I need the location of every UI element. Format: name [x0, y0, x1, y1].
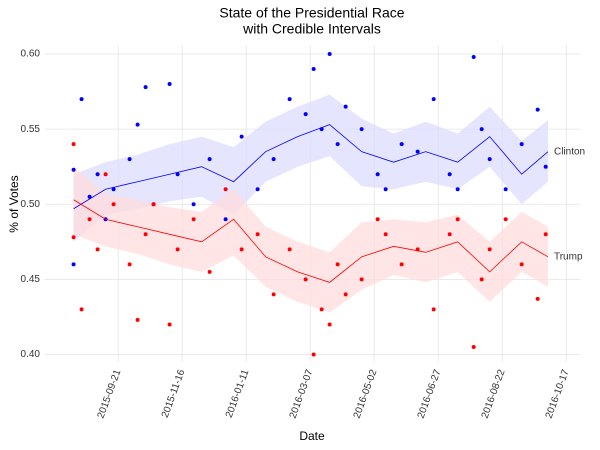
- point: [143, 85, 148, 90]
- point: [287, 97, 292, 102]
- point: [343, 104, 348, 109]
- point: [79, 97, 84, 102]
- point: [487, 247, 492, 252]
- point: [207, 269, 212, 274]
- y-tick-label: 0.50: [21, 199, 41, 210]
- point: [135, 122, 140, 127]
- point: [239, 134, 244, 139]
- point: [255, 232, 260, 237]
- point: [127, 262, 132, 267]
- x-axis-title: Date: [299, 429, 325, 443]
- point: [399, 142, 404, 147]
- point: [167, 82, 172, 87]
- y-tick-label: 0.40: [21, 349, 41, 360]
- point: [271, 292, 276, 297]
- chart-title: State of the Presidential Race: [219, 5, 404, 21]
- point: [431, 97, 436, 102]
- point: [135, 317, 140, 322]
- point: [359, 277, 364, 282]
- point: [143, 232, 148, 237]
- chart-subtitle: with Credible Intervals: [242, 21, 381, 37]
- point: [535, 107, 540, 112]
- point: [223, 217, 228, 222]
- y-axis-title: % of Votes: [7, 175, 21, 232]
- point: [543, 164, 548, 169]
- point: [167, 322, 172, 327]
- point: [503, 217, 508, 222]
- point: [319, 307, 324, 312]
- point: [303, 277, 308, 282]
- point: [327, 52, 332, 57]
- point: [175, 247, 180, 252]
- y-tick-label: 0.45: [21, 274, 41, 285]
- point: [191, 202, 196, 207]
- point: [519, 262, 524, 267]
- point: [71, 142, 76, 147]
- point: [87, 217, 92, 222]
- point: [535, 296, 540, 301]
- point: [191, 217, 196, 222]
- credible-band: [73, 94, 548, 242]
- trend-line: [73, 199, 549, 283]
- point: [415, 149, 420, 154]
- y-tick-label: 0.55: [21, 124, 41, 135]
- point: [271, 157, 276, 162]
- point: [255, 187, 260, 192]
- point: [383, 187, 388, 192]
- series-label: Trump: [554, 251, 583, 262]
- point: [223, 187, 228, 192]
- point: [383, 232, 388, 237]
- point: [455, 217, 460, 222]
- point: [447, 232, 452, 237]
- point: [207, 157, 212, 162]
- point: [431, 307, 436, 312]
- point: [111, 187, 116, 192]
- point: [335, 262, 340, 267]
- point: [335, 142, 340, 147]
- point: [87, 194, 92, 199]
- point: [103, 172, 108, 177]
- point: [287, 247, 292, 252]
- point: [343, 292, 348, 297]
- trend-line: [73, 124, 549, 210]
- point: [455, 187, 460, 192]
- y-tick-label: 0.60: [21, 49, 41, 60]
- series-label: Clinton: [554, 146, 585, 157]
- point: [399, 262, 404, 267]
- point: [239, 247, 244, 252]
- point: [151, 202, 156, 207]
- point: [311, 67, 316, 72]
- point: [311, 352, 316, 357]
- point: [95, 172, 100, 177]
- point: [111, 202, 116, 207]
- point: [71, 167, 76, 172]
- point: [79, 307, 84, 312]
- point: [71, 235, 76, 240]
- point: [95, 247, 100, 252]
- point: [71, 262, 76, 267]
- point: [447, 172, 452, 177]
- point: [127, 157, 132, 162]
- point: [479, 277, 484, 282]
- point: [503, 187, 508, 192]
- point: [175, 172, 180, 177]
- point: [479, 127, 484, 132]
- point: [471, 55, 476, 60]
- point: [327, 322, 332, 327]
- point: [303, 112, 308, 117]
- credible-band: [73, 166, 548, 313]
- point: [375, 172, 380, 177]
- point: [543, 232, 548, 237]
- point: [375, 217, 380, 222]
- point: [487, 157, 492, 162]
- point: [359, 127, 364, 132]
- point: [519, 142, 524, 147]
- point: [471, 344, 476, 349]
